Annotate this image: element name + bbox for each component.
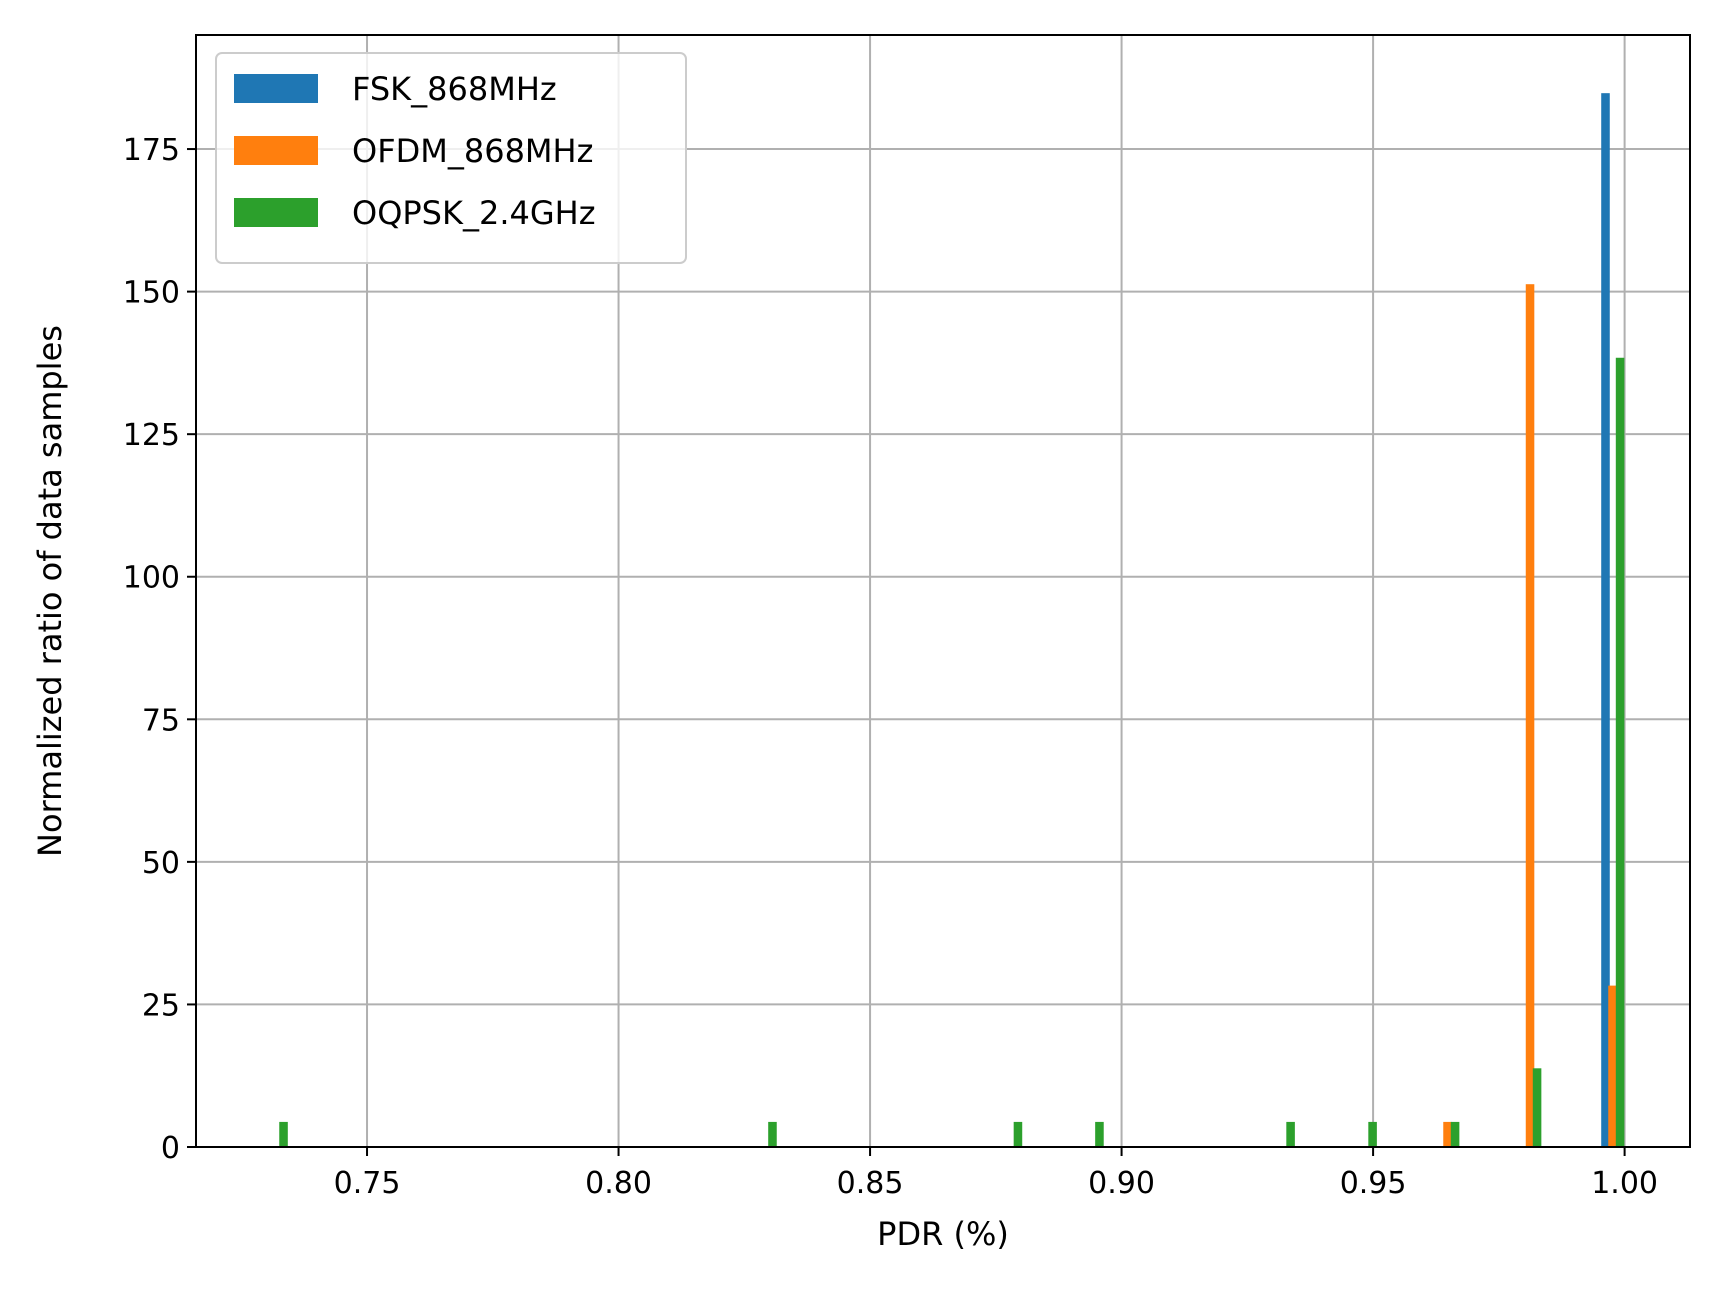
y-tick-label: 25	[142, 988, 180, 1023]
x-tick-label: 1.00	[1591, 1166, 1658, 1201]
bar	[1608, 985, 1617, 1147]
bar	[1601, 93, 1610, 1148]
y-tick-label: 50	[142, 846, 180, 881]
bar	[1525, 284, 1535, 1148]
bar	[279, 1121, 288, 1147]
x-tick-label: 0.95	[1340, 1166, 1407, 1201]
x-axis: 0.75 0.80 0.85 0.90 0.95 1.00	[334, 1147, 1658, 1201]
bar	[1443, 1121, 1452, 1147]
x-tick-label: 0.85	[837, 1166, 904, 1201]
legend-swatch	[234, 136, 318, 165]
bar	[1095, 1121, 1104, 1147]
bar	[1368, 1121, 1377, 1147]
y-axis-title: Normalized ratio of data samples	[31, 325, 69, 857]
x-axis-title: PDR (%)	[877, 1215, 1009, 1253]
bar	[1286, 1121, 1295, 1147]
bar	[1532, 1068, 1542, 1147]
legend-label: FSK_868MHz	[352, 70, 557, 108]
y-axis: 0 25 50 75 100 125 150 175	[123, 133, 196, 1166]
bar	[1450, 1121, 1460, 1147]
x-tick-label: 0.75	[334, 1166, 401, 1201]
x-tick-label: 0.90	[1088, 1166, 1155, 1201]
bar	[768, 1121, 777, 1147]
y-tick-label: 175	[123, 133, 180, 168]
legend-box	[215, 52, 687, 264]
y-tick-label: 100	[123, 561, 180, 596]
legend-swatch	[234, 198, 318, 227]
bar	[1013, 1121, 1023, 1147]
x-tick-label: 0.80	[585, 1166, 652, 1201]
y-tick-label: 150	[123, 276, 180, 311]
legend-swatch	[234, 74, 318, 103]
legend-label: OQPSK_2.4GHz	[352, 194, 596, 232]
bars-layer	[279, 93, 1625, 1148]
y-tick-label: 0	[161, 1131, 180, 1166]
y-tick-label: 125	[123, 418, 180, 453]
bar	[1615, 357, 1625, 1147]
plot-frame	[195, 34, 1691, 1148]
grid-layer	[196, 35, 1690, 1148]
legend-label: OFDM_868MHz	[352, 132, 593, 170]
legend: FSK_868MHz OFDM_868MHz OQPSK_2.4GHz	[215, 52, 687, 264]
y-tick-label: 75	[142, 703, 180, 738]
